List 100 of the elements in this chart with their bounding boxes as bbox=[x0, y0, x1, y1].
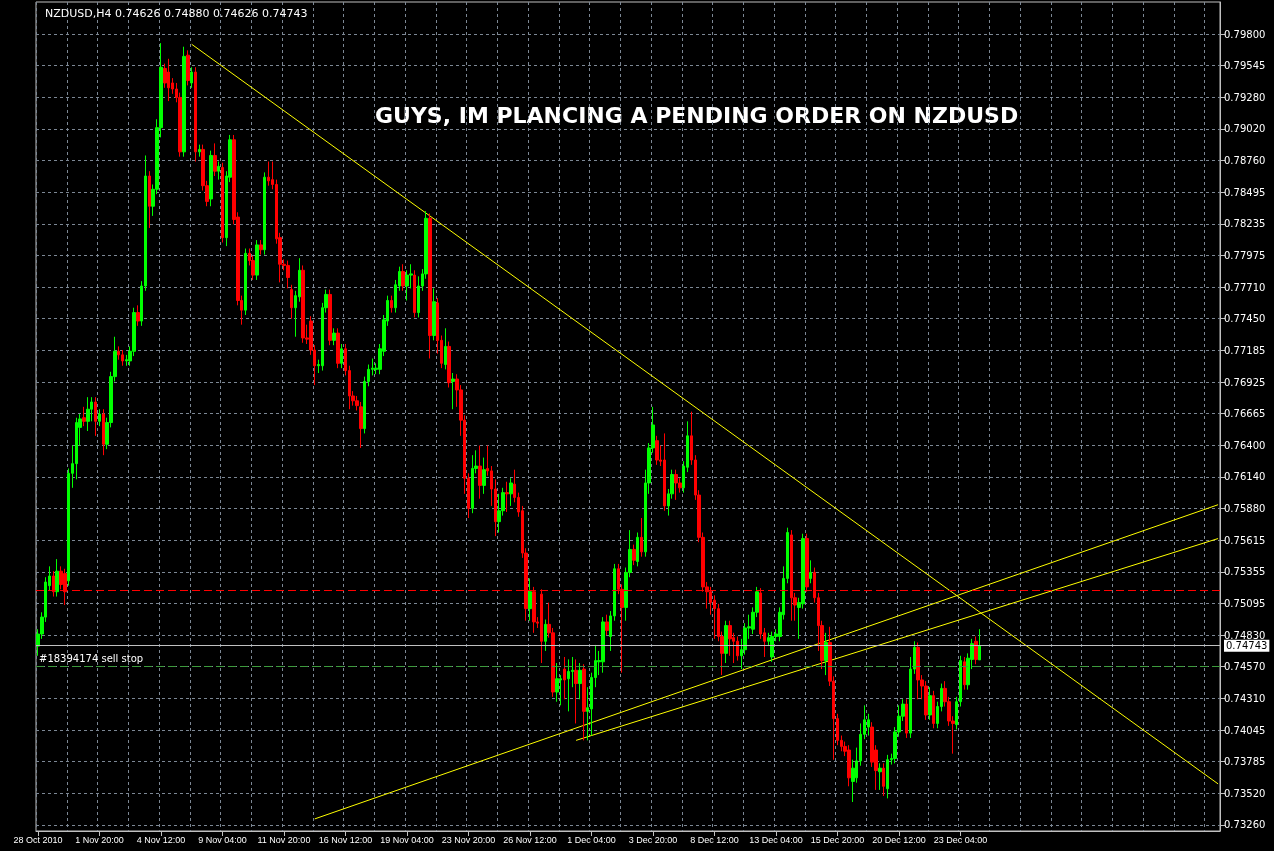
y-tick-label: 0.74310 bbox=[1224, 692, 1266, 704]
y-tick-label: 0.77450 bbox=[1224, 313, 1266, 325]
candlestick bbox=[444, 327, 447, 370]
candlestick bbox=[663, 432, 666, 512]
candlestick bbox=[259, 239, 263, 256]
x-tick-label: 19 Nov 04:00 bbox=[380, 834, 434, 845]
y-tick-label: 0.73260 bbox=[1224, 819, 1266, 831]
candlestick bbox=[428, 212, 432, 359]
candlestick bbox=[86, 396, 90, 432]
y-tick-label: 0.76925 bbox=[1224, 376, 1266, 388]
candlestick bbox=[244, 248, 247, 316]
x-tick-label: 23 Nov 20:00 bbox=[441, 834, 496, 845]
y-tick-label: 0.75095 bbox=[1224, 597, 1266, 609]
y-tick-label: 0.76140 bbox=[1224, 471, 1266, 483]
candlestick bbox=[509, 477, 513, 507]
x-tick-label: 13 Dec 04:00 bbox=[749, 834, 803, 845]
y-tick-label: 0.76665 bbox=[1224, 407, 1266, 419]
ref-line-label: 0.74743 bbox=[1226, 640, 1268, 652]
y-tick-label: 0.79020 bbox=[1224, 123, 1266, 135]
candlestick bbox=[213, 142, 217, 177]
candlestick bbox=[605, 614, 609, 636]
candlestick bbox=[332, 327, 336, 346]
candlestick bbox=[336, 327, 340, 369]
y-tick-label: 0.73520 bbox=[1224, 788, 1266, 800]
candlestick bbox=[186, 49, 190, 86]
y-tick-label: 0.79800 bbox=[1224, 29, 1266, 41]
y-tick-label: 0.74830 bbox=[1224, 629, 1266, 641]
candlestick bbox=[401, 263, 405, 292]
ref-line-label: #18394174 sell stop bbox=[39, 653, 144, 665]
text: NZDUSD,H4 0.74626 0.74880 0.74626 0.74743 bbox=[45, 7, 308, 20]
candlestick bbox=[882, 762, 885, 797]
candlestick bbox=[555, 662, 559, 703]
candlestick bbox=[190, 66, 193, 89]
candlestick bbox=[98, 408, 101, 427]
candlestick bbox=[198, 144, 201, 158]
candlestick bbox=[886, 754, 889, 799]
candlestick bbox=[136, 304, 140, 327]
annotation: GUYS, IM PLANCING A PENDING ORDER ON NZDUSD bbox=[375, 102, 1019, 128]
candlestick bbox=[94, 396, 97, 437]
candlestick bbox=[847, 744, 851, 787]
y-tick-label: 0.75880 bbox=[1224, 502, 1266, 514]
candlestick bbox=[928, 686, 932, 721]
candlestick bbox=[544, 619, 547, 652]
candlestick bbox=[878, 762, 882, 791]
x-tick-label: 20 Dec 12:00 bbox=[872, 834, 926, 845]
candlestick bbox=[286, 260, 290, 289]
x-tick-label: 9 Nov 04:00 bbox=[198, 834, 247, 845]
x-tick-label: 4 Nov 12:00 bbox=[136, 834, 186, 845]
candlestick bbox=[121, 349, 124, 367]
candlestick bbox=[932, 690, 935, 729]
candlestick bbox=[451, 372, 455, 410]
candlestick bbox=[290, 284, 293, 320]
candlestick bbox=[221, 162, 224, 243]
candlestick bbox=[905, 698, 908, 739]
x-tick-label: 3 Dec 20:00 bbox=[628, 834, 678, 845]
candlestick bbox=[640, 517, 643, 558]
candlestick bbox=[82, 406, 86, 427]
candlestick bbox=[263, 171, 266, 256]
x-tick-label: 1 Nov 20:00 bbox=[75, 834, 124, 845]
candlestick bbox=[478, 445, 482, 500]
candlestick bbox=[102, 408, 105, 456]
candlestick bbox=[582, 663, 586, 741]
y-tick-label: 0.79280 bbox=[1224, 91, 1266, 103]
candlestick bbox=[736, 635, 739, 662]
candlestick bbox=[217, 161, 220, 181]
y-tick-label: 0.73785 bbox=[1224, 756, 1266, 768]
candlestick bbox=[55, 558, 59, 598]
x-tick-label: 23 Dec 04:00 bbox=[933, 834, 988, 845]
x-tick-label: 1 Dec 04:00 bbox=[567, 834, 616, 845]
candlestick bbox=[824, 632, 828, 676]
candlestick bbox=[267, 161, 270, 187]
candlestick bbox=[655, 435, 659, 466]
y-tick-label: 0.76400 bbox=[1224, 440, 1266, 451]
candlestick bbox=[209, 150, 213, 207]
candlestick bbox=[447, 341, 451, 388]
candlestick bbox=[301, 264, 305, 344]
candlestick bbox=[770, 631, 774, 663]
candlestick bbox=[974, 635, 978, 665]
y-tick-label: 0.74045 bbox=[1224, 724, 1266, 736]
y-tick-label: 0.78235 bbox=[1224, 218, 1266, 230]
y-tick-label: 0.75355 bbox=[1224, 566, 1266, 578]
y-tick-label: 0.75615 bbox=[1224, 534, 1266, 546]
y-tick-label: 0.79545 bbox=[1224, 59, 1266, 71]
x-tick-label: 26 Nov 12:00 bbox=[503, 834, 557, 845]
candlestick bbox=[471, 454, 474, 514]
candlestick bbox=[390, 295, 393, 314]
candlestick bbox=[182, 46, 186, 158]
candlestick bbox=[194, 66, 197, 163]
candlestick bbox=[601, 616, 605, 674]
y-tick-label: 0.77975 bbox=[1224, 249, 1266, 261]
candlestick bbox=[632, 544, 636, 566]
candlestick bbox=[328, 289, 332, 346]
candlestick bbox=[978, 628, 981, 661]
x-tick-label: 15 Dec 20:00 bbox=[810, 834, 865, 845]
x-tick-label: 16 Nov 12:00 bbox=[318, 834, 373, 845]
y-tick-label: 0.77710 bbox=[1224, 281, 1266, 293]
candlestick bbox=[636, 532, 639, 567]
candlestick bbox=[167, 58, 170, 102]
candlestick bbox=[578, 662, 582, 700]
y-tick-label: 0.78495 bbox=[1224, 186, 1266, 198]
